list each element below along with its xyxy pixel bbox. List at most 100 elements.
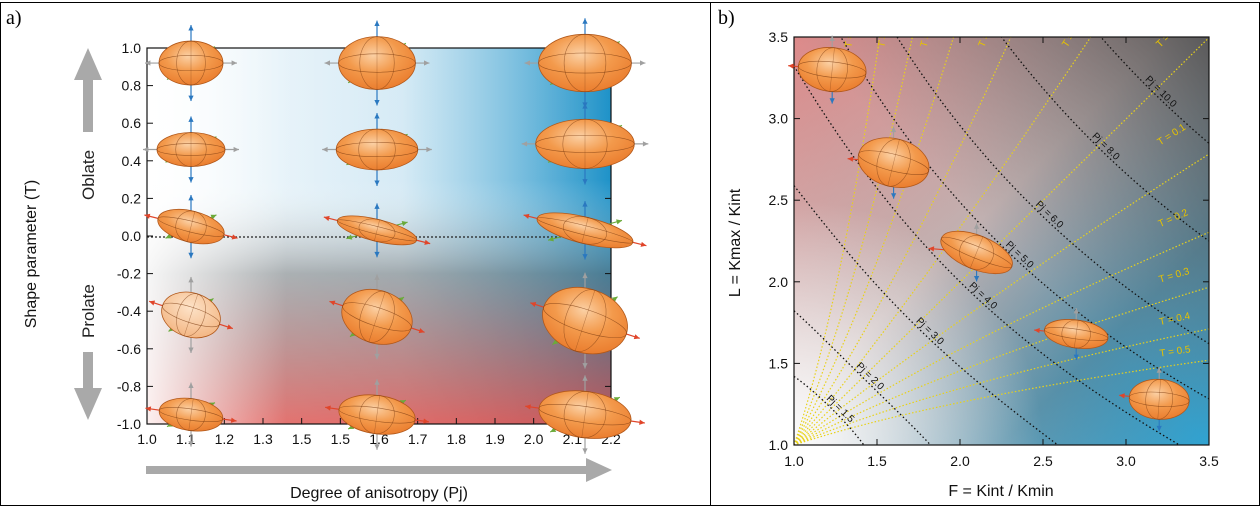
ellipsoid <box>1044 319 1109 349</box>
kint-arrow-head <box>401 221 408 227</box>
kmax-arrow-head <box>145 406 152 412</box>
kmin-arrow-head <box>374 20 380 27</box>
kint-arrow-head <box>613 397 620 402</box>
ellipsoid-axis <box>186 211 196 242</box>
kmax-arrow-head <box>329 300 336 306</box>
pj-isoline <box>840 37 1209 400</box>
panel-a-ellipsoids <box>143 18 649 454</box>
ellipsoid <box>161 291 221 339</box>
y-tick-label: 0.0 <box>122 228 142 244</box>
kint-arrow-head <box>829 35 835 42</box>
kmax-arrow-head <box>424 239 431 245</box>
x-tick-label: 1.0 <box>784 453 804 469</box>
ellipsoid-meridian <box>359 395 395 435</box>
panel-b-y-label: L = Kmax / Kint <box>727 188 744 297</box>
panel-a-y-ticks: 1.0 0.8 0.6 0.4 0.2 0.0 -0.2 -0.4 -0.6 -0.8 -1.0 <box>117 40 611 432</box>
ellipsoid-axis <box>581 217 589 244</box>
ellipsoid-marker <box>324 20 430 106</box>
oblate-label: Oblate <box>79 150 98 200</box>
ellipsoid-axis <box>188 398 194 431</box>
kmin-arrow-head <box>188 25 194 31</box>
t-isoline <box>795 37 1012 443</box>
kmax-arrow-head <box>325 405 331 411</box>
kmax-arrow-head <box>144 213 151 219</box>
ellipsoid <box>538 33 632 93</box>
ellipsoid <box>338 36 416 90</box>
pj-isoline <box>896 37 1209 345</box>
kmin-arrow-head <box>582 18 588 24</box>
kmin-arrow-head <box>1073 354 1079 361</box>
ellipsoid-marker <box>322 113 432 186</box>
panel-b-ellipsoids <box>788 35 1190 432</box>
ellipsoid <box>341 288 413 345</box>
ellipsoid-axis <box>969 236 984 269</box>
x-tick-label: 1.0 <box>137 431 157 447</box>
ellipsoid-marker <box>144 195 238 259</box>
panel-b-x-ticks: 1.0 1.5 2.0 2.5 3.0 3.5 <box>784 37 1219 469</box>
kmax-arrow-head <box>426 146 432 153</box>
ellipsoid-marker <box>148 276 234 353</box>
kmax-arrow-head <box>847 156 854 162</box>
kmax-arrow-head <box>143 146 149 153</box>
kmax-arrow-head <box>521 141 528 147</box>
y-tick-label: 0.2 <box>122 190 142 206</box>
ellipsoid <box>158 397 224 432</box>
y-tick-label: 1.0 <box>122 40 142 56</box>
ellipsoid-marker <box>523 201 647 260</box>
panel-b-plot-frame <box>793 36 1210 446</box>
panel-a-letter: a) <box>6 7 22 29</box>
ellipsoid-meridian <box>176 398 206 431</box>
kmin-arrow-head <box>188 252 194 259</box>
ellipsoid-axis <box>887 139 900 187</box>
kint-arrow-head <box>890 126 897 133</box>
kmax-arrow-head <box>324 60 331 66</box>
kint-arrow-head <box>611 296 618 302</box>
t-isoline <box>795 37 1092 443</box>
kint-arrow-head <box>348 424 355 429</box>
prolate-label: Prolate <box>79 284 98 338</box>
panel-b-letter: b) <box>718 7 735 29</box>
ellipsoid <box>857 137 930 188</box>
ellipsoid-marker <box>524 18 646 108</box>
ellipsoid-meridian <box>876 138 911 187</box>
kmin-arrow-head <box>582 448 588 454</box>
kmax-arrow-head <box>322 146 328 153</box>
x-tick-label: 1.2 <box>215 431 235 447</box>
kmax-arrow-head <box>525 404 531 410</box>
x-tick-label: 2.0 <box>524 431 544 447</box>
y-tick-label: 3.0 <box>769 111 789 127</box>
kmin-arrow-head <box>188 116 194 122</box>
kmax-arrow-head <box>230 417 237 423</box>
kmin-arrow-head <box>188 441 194 447</box>
x-tick-label: 1.1 <box>176 431 196 447</box>
kmin-arrow-head <box>188 195 194 201</box>
panel-a: a) 1.0 0.8 0.6 0.4 0.2 0.0 -0.2 -0.4 -0.6 -0.8 -1.… <box>6 7 649 502</box>
kint-arrow-head <box>399 400 406 405</box>
kmin-arrow-head <box>973 276 980 282</box>
ellipsoid <box>797 47 867 93</box>
x-tick-label: 1.7 <box>408 431 428 447</box>
kmin-arrow-head <box>582 272 588 279</box>
ellipsoid-axis <box>1074 320 1079 348</box>
ellipsoid-marker <box>847 126 930 199</box>
ellipsoid-axis <box>368 291 386 343</box>
kint-arrow-head <box>552 339 559 345</box>
y-tick-label: -0.4 <box>117 303 141 319</box>
kmin-arrow-head <box>188 276 194 283</box>
y-tick-label: -0.6 <box>117 341 141 357</box>
t-isoline <box>795 37 955 443</box>
kmax-arrow-head <box>523 213 530 219</box>
ellipsoid-marker <box>1119 367 1190 432</box>
kmin-arrow-head <box>374 251 380 258</box>
x-tick-label: 1.5 <box>867 453 887 469</box>
panel-b-background: T = -0.5 T = -0.4 T = -0.3 T = -0.2 T = -0.1… <box>794 37 1209 445</box>
kmin-arrow-head <box>188 382 194 389</box>
ellipsoid-marker <box>329 274 425 360</box>
kint-arrow-head <box>1073 308 1079 314</box>
kmin-arrow-head <box>829 98 835 104</box>
y-tick-label: 1.0 <box>769 437 789 453</box>
t-isoline <box>796 153 1209 444</box>
kmax-arrow-head <box>1034 327 1040 334</box>
kmin-arrow-head <box>374 100 380 106</box>
